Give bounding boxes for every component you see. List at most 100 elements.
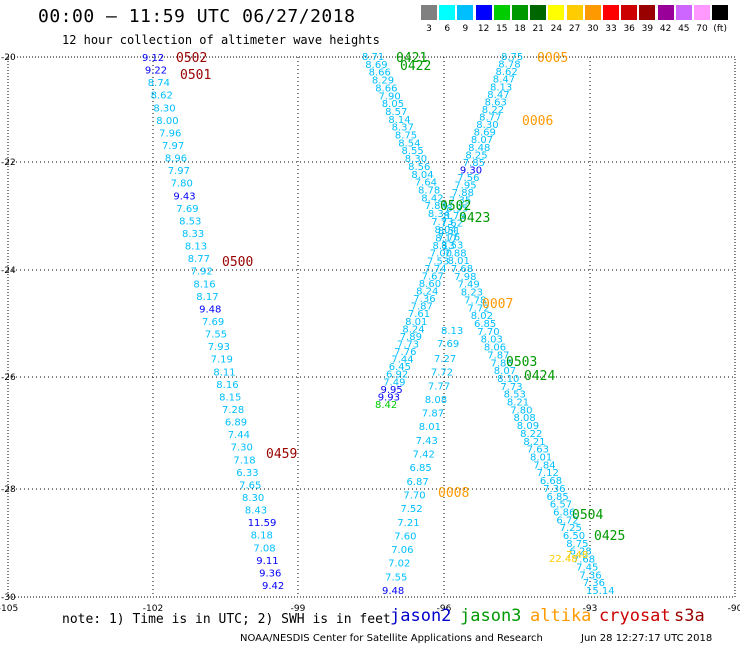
wave-height-label: 7.87 [422,409,444,420]
colorbar-swatch [493,5,510,20]
mission-name: cryosat [599,606,671,626]
x-tick-label: -96 [437,604,452,614]
colorbar-label: 36 [623,24,635,34]
wave-height-label: 9.11 [256,556,278,567]
wave-height-label: 8.25 [465,150,487,161]
wave-height-label: 8.16 [193,279,215,290]
pass-time-label: 0502 [440,199,471,214]
wave-height-label: 22.48 [549,554,578,565]
colorbar-label: 42 [659,24,672,34]
x-tick-label: -93 [583,604,598,614]
wave-height-label: 7.76 [394,347,416,358]
wave-height-label: 9.48 [382,586,404,597]
wave-height-label: 7.30 [231,443,253,454]
wave-height-label: 7.61 [408,309,430,320]
wave-height-label: 6.28 [570,547,592,558]
wave-height-label: 7.77 [428,381,450,392]
wave-height-label: 8.04 [435,225,457,236]
wave-height-label: 8.14 [388,115,410,126]
wave-height-label: 8.71 [362,52,384,63]
wave-height-label: 7.89 [400,332,422,343]
wave-height-label: 7.36 [579,570,601,581]
x-tick-label: -105 [0,604,18,614]
wave-height-label: 7.49 [383,377,405,388]
wave-height-label: 6.45 [389,362,411,373]
wave-height-label: 7.86 [491,358,513,369]
wave-height-label: 8.13 [441,326,463,337]
wave-height-label: 8.78 [444,211,466,222]
wave-height-label: 8.01 [419,422,441,433]
colorbar-swatch [621,5,638,20]
wave-height-label: 8.33 [182,229,204,240]
pass-time-label: 0459 [266,447,297,462]
wave-height-label: 8.16 [216,380,238,391]
wave-height-label: 7.72 [467,303,489,314]
colorbar-swatch [421,5,437,20]
mission-name: altika [530,606,592,626]
wave-height-label: 8.75 [501,52,523,63]
pass-time-label: 0501 [180,68,211,83]
pass-time-label: 0006 [522,114,553,129]
wave-height-label: 9.43 [173,191,195,202]
wave-height-label: 9.36 [259,568,281,579]
wave-height-label: 7.68 [451,264,473,275]
wave-height-label: 7.80 [510,405,532,416]
wave-height-label: 8.57 [385,107,407,118]
wave-height-label: 8.75 [395,131,417,142]
colorbar-label: 18 [514,24,526,34]
wave-height-label: 7.84 [425,201,447,212]
colorbar-swatch [548,5,565,20]
wave-height-label: 6.50 [563,531,585,542]
wave-height-label: 7.80 [171,179,193,190]
wave-height-label: 7.97 [168,166,190,177]
wave-height-label: 8.53 [504,390,526,401]
wave-height-label: 8.24 [416,287,438,298]
wave-height-label: 7.95 [454,181,476,192]
wave-height-label: 8.21 [523,437,545,448]
wave-height-label: 7.45 [576,562,598,573]
wave-height-label: 6.86 [553,508,575,519]
wave-height-label: 8.15 [219,392,241,403]
colorbar-label: 3 [426,24,432,34]
pass-time-label: 0421 [396,51,427,66]
wave-height-label: 8.17 [196,292,218,303]
wave-height-label: 7.69 [202,317,224,328]
wave-height-label: 7.44 [228,430,250,441]
footer-note: note: 1) Time is in UTC; 2) SWH is in fe… [62,612,391,627]
wave-height-label: 8.56 [408,162,430,173]
wave-height-label: 7.68 [573,555,595,566]
wave-height-label: 7.52 [400,504,422,515]
wave-height-label: 8.55 [402,146,424,157]
wave-height-label: 8.22 [520,429,542,440]
y-tick-label: -26 [1,373,16,383]
wave-height-label: 8.47 [493,75,515,86]
wave-height-label: 6.85 [410,463,432,474]
colorbar-label: 70 [696,24,708,34]
colorbar-swatch [694,5,710,20]
wave-height-label: 7.49 [458,280,480,291]
pass-time-label: 0005 [537,51,568,66]
mission-name: jason2 [390,606,452,626]
wave-height-label: 7.85 [463,158,485,169]
wave-height-label: 9.12 [142,53,164,64]
wave-height-label: 6.87 [407,477,429,488]
colorbar-swatch [566,5,583,20]
wave-height-label: 7.72 [431,368,453,379]
wave-height-label: 7.00 [430,249,452,260]
colorbar-swatch [657,5,674,20]
colorbar-swatch [475,5,492,20]
wave-height-label: 8.51 [438,226,460,237]
wave-height-label: 8.95 [446,203,468,214]
wave-height-label: 8.75 [566,539,588,550]
wave-height-label: 8.54 [398,138,420,149]
pass-time-label: 0424 [524,369,555,384]
pass-time-label: 0503 [506,355,537,370]
wave-height-label: 7.19 [211,355,233,366]
colorbar-label: 15 [496,24,508,34]
wave-height-label: 8.03 [481,335,503,346]
wave-height-label: 6.33 [236,468,258,479]
wave-height-label: 9.93 [378,392,400,403]
wave-height-label: 7.42 [413,450,435,461]
wave-height-label: 8.60 [419,279,441,290]
wave-height-label: 7.88 [444,248,466,259]
